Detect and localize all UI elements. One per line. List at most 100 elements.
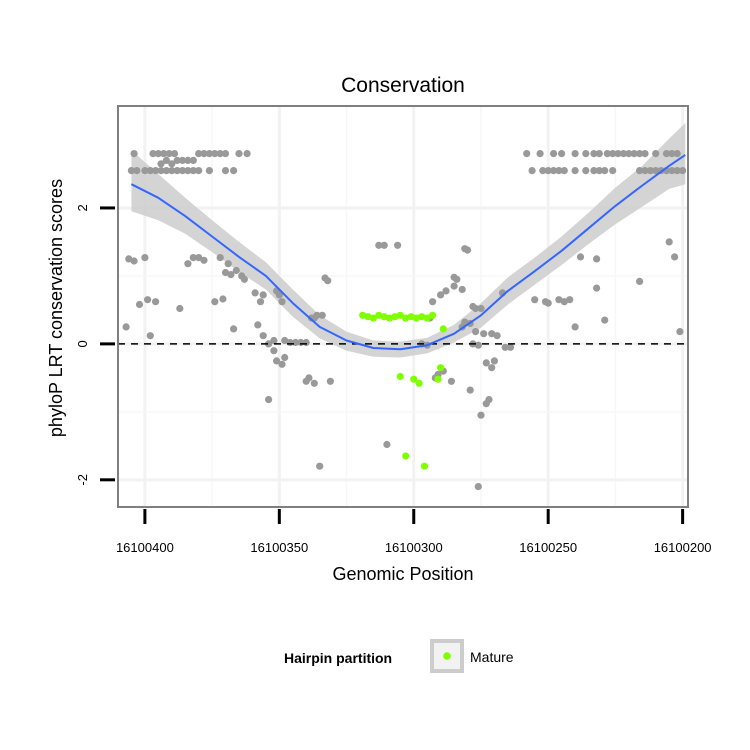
other-point [326, 377, 334, 385]
other-point [472, 328, 480, 336]
other-point [531, 296, 539, 304]
other-point [184, 167, 192, 175]
other-point [625, 150, 633, 158]
other-point [458, 285, 466, 294]
other-point [273, 357, 281, 365]
other-point [671, 253, 679, 261]
other-point [576, 253, 585, 261]
mature-point [380, 313, 388, 321]
other-point [281, 336, 289, 345]
other-point [646, 167, 655, 175]
other-point [144, 296, 152, 304]
other-point [141, 167, 149, 175]
other-point [270, 347, 278, 355]
other-point [318, 311, 326, 319]
other-point [189, 254, 197, 262]
other-point [662, 150, 671, 158]
other-point [278, 360, 286, 368]
other-point [566, 296, 574, 304]
other-point [595, 150, 603, 158]
other-point [227, 271, 235, 279]
other-point [195, 254, 203, 262]
other-point [168, 167, 176, 175]
other-point [178, 156, 187, 164]
mature-point [437, 364, 445, 372]
other-point [235, 150, 243, 158]
other-point [555, 296, 563, 304]
other-point [394, 241, 402, 249]
other-point [429, 298, 437, 306]
other-point [256, 298, 265, 306]
other-point [501, 343, 509, 351]
other-point [135, 300, 144, 309]
plot-area: 16100400 16100350 16100300 16100250 16100200… [75, 105, 712, 555]
other-point [630, 150, 638, 158]
mature-point [396, 372, 404, 381]
other-point [162, 156, 170, 164]
x-tick-label: 16100200 [654, 540, 712, 555]
mature-point [375, 311, 383, 319]
other-point [477, 411, 485, 419]
y-tick-label: -2 [75, 474, 90, 486]
other-point [453, 275, 461, 283]
mature-point [369, 314, 377, 322]
other-point [595, 167, 603, 175]
other-point [641, 167, 649, 175]
other-point [679, 167, 687, 175]
other-point [189, 156, 197, 164]
legend-label-mature: Mature [470, 649, 514, 665]
other-point [550, 167, 558, 175]
mature-point [402, 452, 410, 460]
other-point [173, 167, 181, 175]
other-point [178, 167, 187, 175]
other-point [560, 167, 568, 175]
other-point [130, 150, 138, 158]
y-axis-title: phyloP LRT conservation scores [46, 179, 66, 437]
other-point [195, 150, 203, 158]
other-point [477, 304, 485, 313]
other-point [152, 298, 160, 306]
other-point [141, 254, 149, 262]
other-point [380, 241, 388, 249]
other-point [619, 150, 628, 158]
other-point [200, 256, 208, 264]
mature-point [412, 314, 420, 322]
other-point [160, 150, 168, 158]
other-point [636, 150, 644, 158]
other-point [493, 332, 501, 340]
other-point [200, 150, 208, 158]
other-point [173, 156, 181, 164]
other-point [528, 167, 536, 175]
other-point [278, 298, 286, 306]
other-point [195, 167, 203, 175]
other-point [259, 291, 267, 299]
other-point [216, 254, 224, 262]
y-tick-label: 2 [75, 204, 90, 211]
other-point [259, 332, 267, 340]
x-tick-label: 16100250 [519, 540, 577, 555]
other-point [221, 167, 230, 175]
other-point [310, 379, 318, 387]
mature-point [402, 314, 410, 322]
mature-point [434, 375, 442, 383]
other-point [447, 377, 455, 385]
other-point [466, 386, 474, 394]
other-point [230, 325, 238, 333]
other-point [219, 295, 227, 303]
other-point [450, 282, 458, 290]
panel-border [117, 105, 689, 508]
x-tick-label: 16100400 [116, 540, 174, 555]
other-point [383, 440, 391, 449]
other-point [265, 340, 273, 348]
other-point [636, 277, 644, 285]
other-point [676, 328, 684, 336]
other-point [474, 483, 482, 491]
mature-point [439, 325, 447, 333]
other-point [316, 462, 324, 470]
smooth-trend-line [130, 154, 686, 351]
other-point [221, 150, 230, 158]
other-point [652, 150, 660, 158]
other-point [652, 167, 660, 175]
mature-point [391, 313, 399, 321]
